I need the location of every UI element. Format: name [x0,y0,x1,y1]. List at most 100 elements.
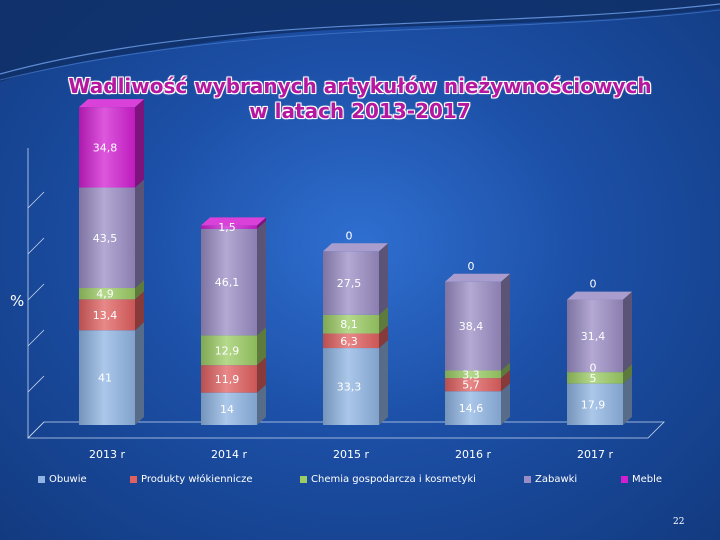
legend-label: Chemia gospodarcza i kosmetyki [311,474,476,485]
data-label: 0 [590,278,597,291]
bar-segment-side [257,384,266,425]
bar-segment [79,288,135,300]
bar-segment [79,107,135,188]
data-label: 13,4 [93,309,118,322]
bar-segment [323,251,379,315]
chart-axes [27,148,665,439]
bar-segment [323,348,379,425]
bar-segment-side [501,362,510,379]
bar-segment [445,391,501,425]
gridline [27,237,45,255]
legend-item: Obuwie [38,474,87,485]
bar-stack-2015-r [323,243,388,425]
bar-top-cap [445,273,510,282]
bar-segment-side [257,357,266,393]
bar-segment [79,299,135,331]
legend-item: Produkty włókiennicze [130,474,253,485]
bar-segment-side [135,291,144,331]
bar-segment [201,335,257,366]
bar-segment-side [501,370,510,392]
bar-segment-side [501,383,510,425]
bar-stack-2013-r [79,99,144,425]
legend-item: Chemia gospodarcza i kosmetyki [300,474,476,485]
legend-swatch [300,476,307,483]
bar-segment-side [623,375,632,425]
bar-segment [445,370,501,379]
bar-segment [79,187,135,289]
bar-segment-side [379,325,388,349]
data-label: 0 [590,362,597,375]
data-label: 8,1 [340,318,358,331]
bar-segment-side [257,217,266,229]
bar-segment-side [379,306,388,334]
data-label: 1,5 [218,221,236,234]
legend-swatch [38,476,45,483]
bar-segment [201,392,257,425]
bar-segment-side [501,273,510,371]
data-label: 17,9 [581,398,606,411]
data-label: 41 [98,372,112,385]
legend-label: Obuwie [49,474,87,485]
bar-stack-2016-r [445,273,510,425]
data-label: 33,3 [337,381,362,394]
decorative-wave [0,0,720,82]
bar-segment [567,299,623,373]
y-axis-label: % [10,292,25,310]
bar-segment-side [623,364,632,384]
data-label: 31,4 [581,330,606,343]
bar-segment [445,281,501,371]
legend-label: Produkty włókiennicze [141,474,253,485]
data-label: 4,9 [96,288,114,301]
gridline [27,375,45,393]
bar-segment [567,383,623,425]
bar-segment-side [257,327,266,366]
bar-segment [323,314,379,334]
data-label: 0 [346,229,353,242]
data-label: 5 [590,372,597,385]
gridline [27,329,45,347]
bar-segment [201,365,257,393]
page-number: 22 [673,517,685,527]
x-tick-label: 2017 r [577,448,613,461]
bar-segment [567,372,623,384]
chart-title: Wadliwość wybranych artykułów nieżywnośc… [0,74,720,124]
gridline [27,283,45,301]
data-label: 14 [220,403,234,416]
legend-swatch [524,476,531,483]
bar-segment-side [135,179,144,289]
gridline [27,191,45,209]
data-label: 14,6 [459,402,484,415]
bar-top-cap [201,217,266,226]
legend-label: Zabawki [535,474,578,485]
data-label: 0 [468,260,475,273]
bar-segment-side [257,220,266,336]
legend-item: Meble [621,474,662,485]
bar-segment-side [623,291,632,373]
bar-segment [201,225,257,229]
bar-segment-side [135,322,144,425]
data-label: 3,3 [462,368,480,381]
bar-top-cap [323,243,388,252]
bar-segment-side [135,99,144,188]
data-label: 5,7 [462,379,480,392]
bar-stack-2014-r [201,217,266,425]
legend-label: Meble [632,474,663,485]
x-tick-label: 2015 r [333,448,369,461]
data-label: 38,4 [459,320,484,333]
bar-segment [323,333,379,349]
data-label: 43,5 [93,232,118,245]
bar-segment [79,330,135,425]
bar-segment-side [135,280,144,300]
chart-title-line-2: w latach 2013-2017 [249,99,471,123]
chart-legend: Obuwie Produkty włókiennicze Chemia gospod… [38,474,698,488]
bar-segment-side [379,243,388,315]
legend-swatch [130,476,137,483]
bar-segment-side [379,340,388,425]
stacked-bar-chart: 41 13,4 4,9 43,5 34,8 2013 r 14 11,9 12,9 46,1 1,5… [27,99,665,461]
x-tick-label: 2013 r [89,448,125,461]
data-label: 12,9 [215,344,240,357]
legend-item: Zabawki [524,474,577,485]
bar-segment [201,228,257,336]
x-tick-label: 2014 r [211,448,247,461]
legend-swatch [621,476,628,483]
